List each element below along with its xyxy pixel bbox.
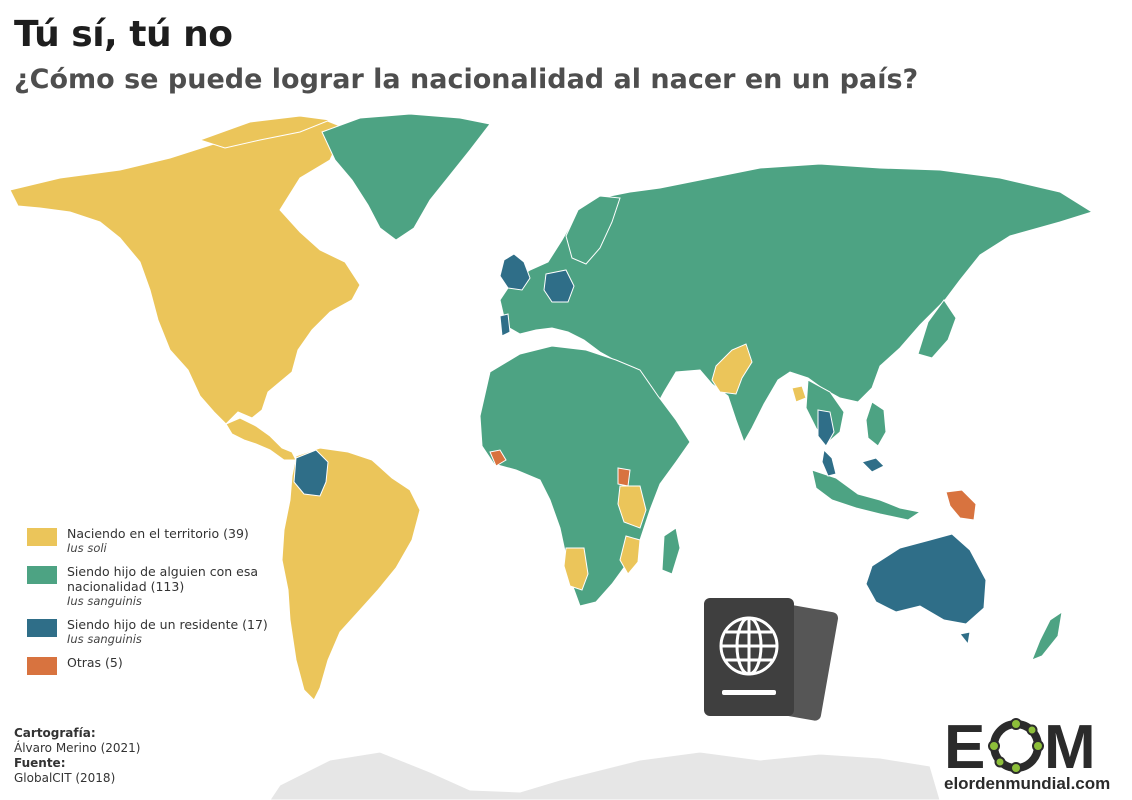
country-uganda (617, 467, 631, 487)
country-bangladesh (791, 385, 807, 403)
svg-text:M: M (1044, 713, 1096, 774)
map-subtitle: ¿Cómo se puede lograr la nacionalidad al… (14, 64, 919, 95)
eom-logo-o-ring (988, 718, 1044, 774)
legend-item-other: Otras (5) (27, 655, 317, 675)
oceania (865, 533, 1063, 661)
legend-item-ius-soli: Naciendo en el territorio (39) Ius soli (27, 526, 317, 556)
map-legend: Naciendo en el territorio (39) Ius soli … (27, 526, 317, 678)
legend-sublabel: Ius sanguinis (67, 594, 142, 608)
country-malaysia (821, 448, 837, 477)
legend-label: Siendo hijo de un residente (17) (67, 617, 268, 632)
legend-swatch-other (27, 657, 57, 675)
svg-text:E: E (944, 713, 985, 774)
africa (479, 345, 691, 607)
region-indonesia (811, 469, 922, 521)
legend-label: Naciendo en el territorio (39) (67, 526, 249, 541)
region-scandinavia (565, 195, 621, 265)
source-label: Fuente: (14, 756, 66, 770)
antarctica-shape (269, 751, 941, 800)
greenland (321, 113, 491, 241)
cartography-label: Cartografía: (14, 726, 96, 740)
region-central-america (225, 417, 297, 461)
legend-swatch-resident (27, 619, 57, 637)
country-madagascar (661, 527, 681, 575)
eurasia (499, 163, 1094, 521)
eom-logo[interactable]: E M elordenmundial.com (944, 712, 1124, 794)
legend-sublabel: Ius sanguinis (67, 632, 142, 646)
country-united-kingdom (499, 253, 531, 291)
country-namibia (563, 547, 589, 591)
legend-item-resident: Siendo hijo de un residente (17) Ius san… (27, 617, 317, 647)
legend-label: Siendo hijo de alguien con esa nacionali… (67, 564, 258, 594)
eom-logo-mark: E M (944, 713, 1096, 782)
country-sierra-leone-liberia (489, 449, 507, 467)
country-pakistan (711, 343, 753, 395)
region-japan (917, 299, 957, 359)
region-greenland (321, 113, 491, 241)
country-papua-new-guinea (945, 489, 977, 521)
map-credits: Cartografía: Álvaro Merino (2021) Fuente… (14, 726, 141, 786)
country-tasmania (959, 631, 971, 646)
passport-icon (704, 598, 839, 721)
region-north-america (9, 117, 361, 425)
legend-item-ius-sanguinis: Siendo hijo de alguien con esa nacionali… (27, 564, 317, 609)
country-borneo-malaysia (861, 457, 885, 473)
region-arctic-islands (198, 115, 332, 149)
region-philippines (865, 401, 887, 447)
legend-sublabel: Ius soli (67, 541, 107, 555)
americas (9, 115, 421, 701)
country-colombia (293, 449, 329, 497)
legend-swatch-ius-soli (27, 528, 57, 546)
country-mozambique (619, 535, 641, 575)
map-title: Tú sí, tú no (14, 14, 233, 55)
eom-logo-domain[interactable]: elordenmundial.com (944, 774, 1111, 793)
region-south-america (281, 447, 421, 701)
antarctica (269, 751, 941, 800)
legend-swatch-ius-sanguinis (27, 566, 57, 584)
source-value: GlobalCIT (2018) (14, 771, 116, 785)
country-australia (865, 533, 987, 625)
cartography-value: Álvaro Merino (2021) (14, 741, 141, 755)
country-germany (543, 269, 575, 303)
globe-icon (719, 616, 779, 676)
legend-label: Otras (5) (67, 655, 123, 670)
country-thailand (817, 409, 835, 447)
country-tanzania (617, 485, 647, 529)
country-portugal (499, 313, 511, 337)
country-new-zealand (1031, 610, 1063, 661)
